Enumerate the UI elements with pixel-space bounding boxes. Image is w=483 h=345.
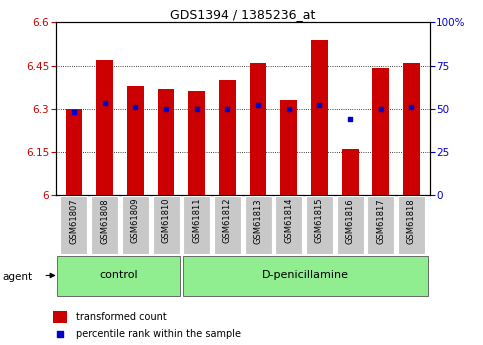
Point xyxy=(315,102,323,108)
Title: GDS1394 / 1385236_at: GDS1394 / 1385236_at xyxy=(170,8,315,21)
Point xyxy=(131,104,139,110)
Text: GSM61810: GSM61810 xyxy=(161,198,170,244)
Bar xyxy=(337,196,364,254)
Bar xyxy=(183,256,428,296)
Text: GSM61817: GSM61817 xyxy=(376,198,385,244)
Text: agent: agent xyxy=(2,272,32,282)
Text: transformed count: transformed count xyxy=(76,312,167,322)
Bar xyxy=(306,196,333,254)
Bar xyxy=(403,63,420,195)
Bar xyxy=(91,196,118,254)
Point xyxy=(193,106,200,111)
Point xyxy=(254,102,262,108)
Text: GSM61808: GSM61808 xyxy=(100,198,109,244)
Bar xyxy=(153,196,180,254)
Bar xyxy=(127,86,144,195)
Bar xyxy=(367,196,394,254)
Point xyxy=(377,106,384,111)
Bar xyxy=(280,100,297,195)
Bar xyxy=(188,91,205,195)
Point xyxy=(224,106,231,111)
Point xyxy=(408,104,415,110)
Bar xyxy=(214,196,241,254)
Bar xyxy=(122,196,149,254)
Text: D-penicillamine: D-penicillamine xyxy=(262,270,349,280)
Text: GSM61811: GSM61811 xyxy=(192,198,201,244)
Bar xyxy=(57,256,180,296)
Point xyxy=(101,101,109,106)
Bar xyxy=(53,310,68,323)
Text: control: control xyxy=(99,270,138,280)
Point xyxy=(162,106,170,111)
Bar xyxy=(275,196,302,254)
Point xyxy=(57,331,64,337)
Bar xyxy=(372,68,389,195)
Bar xyxy=(219,80,236,195)
Bar xyxy=(244,196,271,254)
Text: GSM61818: GSM61818 xyxy=(407,198,416,244)
Bar xyxy=(60,196,87,254)
Point xyxy=(285,106,293,111)
Bar xyxy=(311,40,328,195)
Point xyxy=(346,116,354,122)
Text: GSM61816: GSM61816 xyxy=(346,198,355,244)
Bar xyxy=(183,196,210,254)
Bar xyxy=(66,109,83,195)
Text: GSM61815: GSM61815 xyxy=(315,198,324,244)
Text: GSM61812: GSM61812 xyxy=(223,198,232,244)
Text: GSM61807: GSM61807 xyxy=(70,198,78,244)
Point xyxy=(70,109,78,115)
Bar xyxy=(157,89,174,195)
Text: GSM61814: GSM61814 xyxy=(284,198,293,244)
Text: GSM61813: GSM61813 xyxy=(254,198,263,244)
Bar xyxy=(250,63,267,195)
Text: percentile rank within the sample: percentile rank within the sample xyxy=(76,329,241,339)
Bar xyxy=(341,149,358,195)
Bar xyxy=(398,196,425,254)
Bar xyxy=(96,60,113,195)
Text: GSM61809: GSM61809 xyxy=(131,198,140,244)
